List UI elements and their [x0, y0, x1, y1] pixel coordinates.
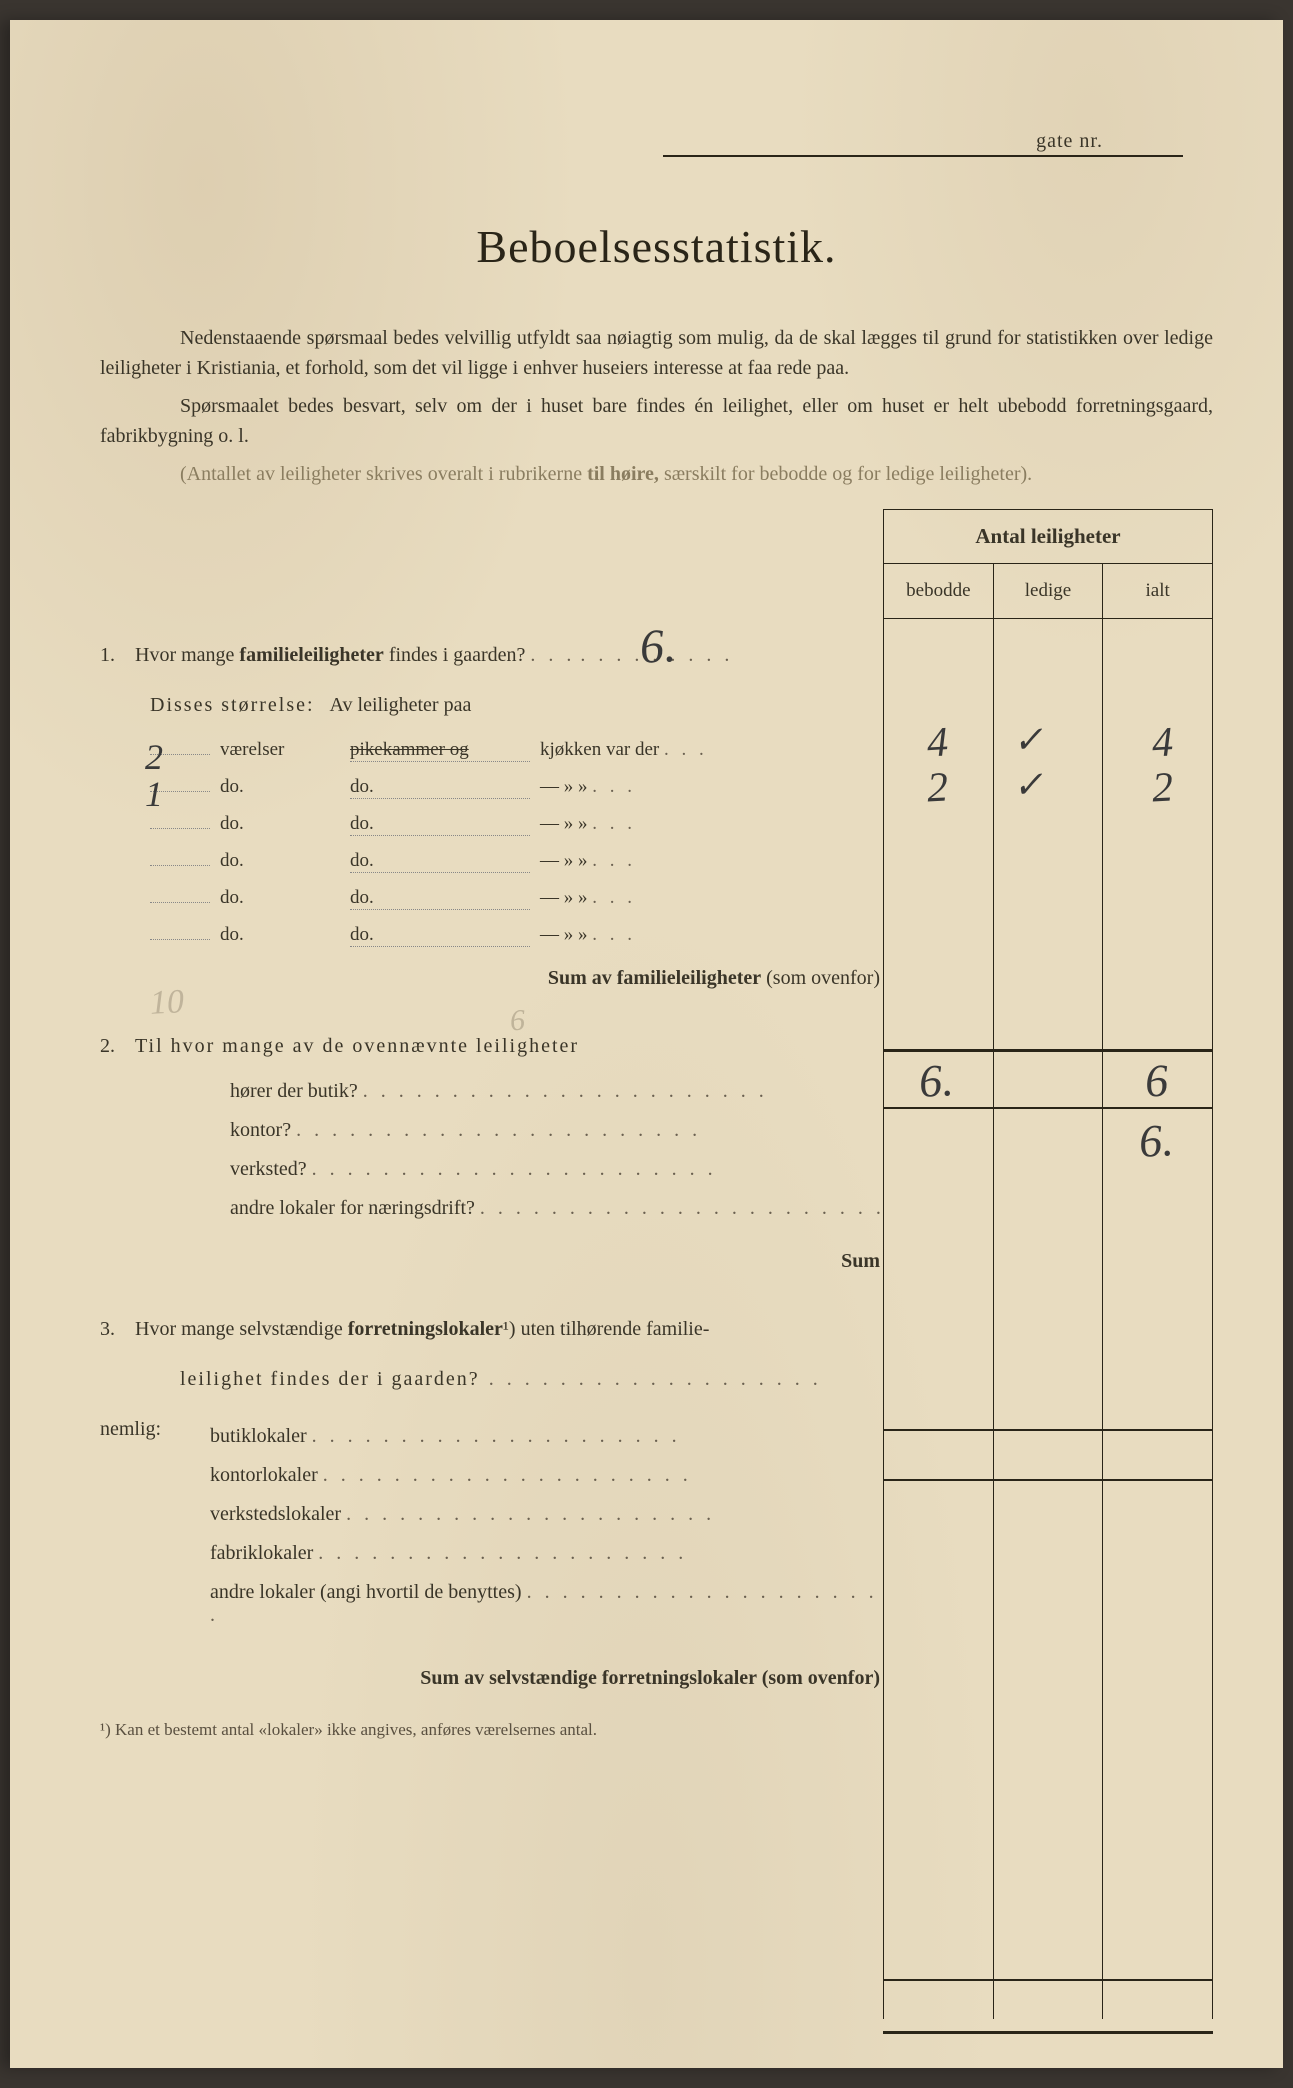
hw-r1-ledige: ✓ — [1012, 718, 1044, 762]
q3-subline: andre lokaler (angi hvortil de benyttes)… — [100, 1581, 890, 1627]
q2-subline: verksted? . . . . . . . . . . . . . . . … — [100, 1158, 890, 1181]
size-row: do.do.— » » . . . — [100, 850, 890, 873]
rule-2 — [883, 1107, 1213, 1109]
hw-r2-bebodde: 2 — [926, 763, 949, 812]
col-bebodde: bebodde — [884, 564, 994, 618]
q2-subline: kontor? . . . . . . . . . . . . . . . . … — [100, 1119, 890, 1142]
size-row: do.do.— » » . . . — [100, 887, 890, 910]
rule-1 — [883, 1049, 1213, 1052]
hw-q1-answer: 6. — [638, 608, 678, 687]
q2: 2. Til hvor mange av de ovennævnte leili… — [100, 1030, 890, 1062]
hw-faint-6: 6 — [509, 1004, 526, 1039]
q3-sum: Sum av selvstændige forretningslokaler (… — [100, 1667, 890, 1690]
hw-r1-bebodde: 4 — [926, 718, 949, 767]
rule-5 — [883, 1979, 1213, 1981]
hw-faint-10: 10 — [149, 983, 185, 1023]
col-body-1 — [884, 619, 994, 2019]
col-ialt: ialt — [1103, 564, 1212, 618]
document-page: gate nr. Beboelsesstatistik. Nedenstaaen… — [10, 20, 1283, 2068]
q1-disses: Disses størrelse: Av leiligheter paa — [100, 689, 890, 721]
hw-sum-bebodde: 6. — [917, 1053, 954, 1108]
size-row: do.do.— » » . . . — [100, 924, 890, 947]
intro-p1: Nedenstaaende spørsmaal bedes velvillig … — [100, 323, 1213, 383]
questions-area: 1. Hvor mange familieleiligheter findes … — [100, 509, 890, 1690]
q3-nemlig: nemlig: — [100, 1413, 890, 1445]
col-body-3 — [1103, 619, 1212, 2019]
q2-subline: andre lokaler for næringsdrift? . . . . … — [100, 1197, 890, 1220]
gate-label: gate nr. — [1036, 130, 1103, 152]
rule-6 — [883, 2031, 1213, 2034]
rule-4 — [883, 1479, 1213, 1481]
page-title: Beboelsesstatistik. — [100, 220, 1213, 273]
q3-line2: leilighet findes der i gaarden? . . . . … — [100, 1363, 890, 1395]
main-content: Antal leiligheter bebodde ledige ialt 1.… — [100, 509, 1213, 1690]
q1: 1. Hvor mange familieleiligheter findes … — [100, 639, 890, 671]
size-row: 1do.do.— » » . . . — [100, 776, 890, 799]
hw-q2-ialt: 6. — [1137, 1113, 1174, 1168]
q3: 3. Hvor mange selvstændige forretningslo… — [100, 1313, 890, 1345]
hw-r2-ialt: 2 — [1151, 763, 1174, 812]
hw-r1-ialt: 4 — [1151, 718, 1174, 767]
q3-subline: kontorlokaler . . . . . . . . . . . . . … — [100, 1464, 890, 1487]
q2-sum: Sum — [100, 1250, 890, 1273]
table-columns — [884, 619, 1212, 2019]
q1-sum: Sum av familieleiligheter (som ovenfor) — [100, 967, 890, 990]
q2-subline: hører der butik? . . . . . . . . . . . .… — [100, 1080, 890, 1103]
table-header: Antal leiligheter — [884, 510, 1212, 564]
col-body-2 — [994, 619, 1104, 2019]
col-ledige: ledige — [994, 564, 1104, 618]
size-row: do.do.— » » . . . — [100, 813, 890, 836]
q3-subline: verkstedslokaler . . . . . . . . . . . .… — [100, 1503, 890, 1526]
size-row: 2værelserpikekammer ogkjøkken var der . … — [100, 739, 890, 762]
hw-sum-ialt: 6 — [1144, 1053, 1170, 1107]
hw-r2-ledige: ✓ — [1012, 763, 1044, 807]
intro-p2: Spørsmaalet bedes besvart, selv om der i… — [100, 391, 1213, 451]
q3-subline: fabriklokaler . . . . . . . . . . . . . … — [100, 1542, 890, 1565]
gate-number-line: gate nr. — [663, 130, 1183, 157]
intro-p3: (Antallet av leiligheter skrives overalt… — [100, 459, 1213, 489]
table-subheader: bebodde ledige ialt — [884, 564, 1212, 619]
rule-3 — [883, 1429, 1213, 1431]
